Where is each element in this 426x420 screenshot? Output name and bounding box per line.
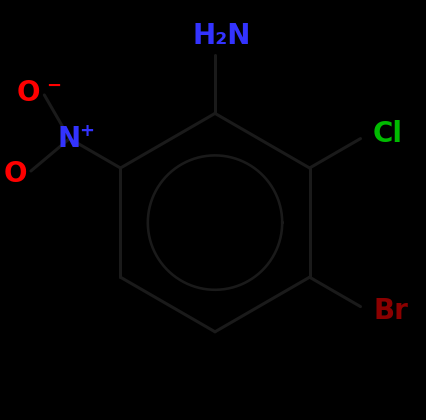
Text: −: − [46,77,61,95]
Text: O: O [3,160,27,188]
Text: Br: Br [372,297,407,325]
Text: +: + [78,122,94,140]
Text: O: O [17,79,40,107]
Text: N: N [58,125,81,152]
Text: Cl: Cl [372,121,402,148]
Text: H₂N: H₂N [192,22,250,50]
